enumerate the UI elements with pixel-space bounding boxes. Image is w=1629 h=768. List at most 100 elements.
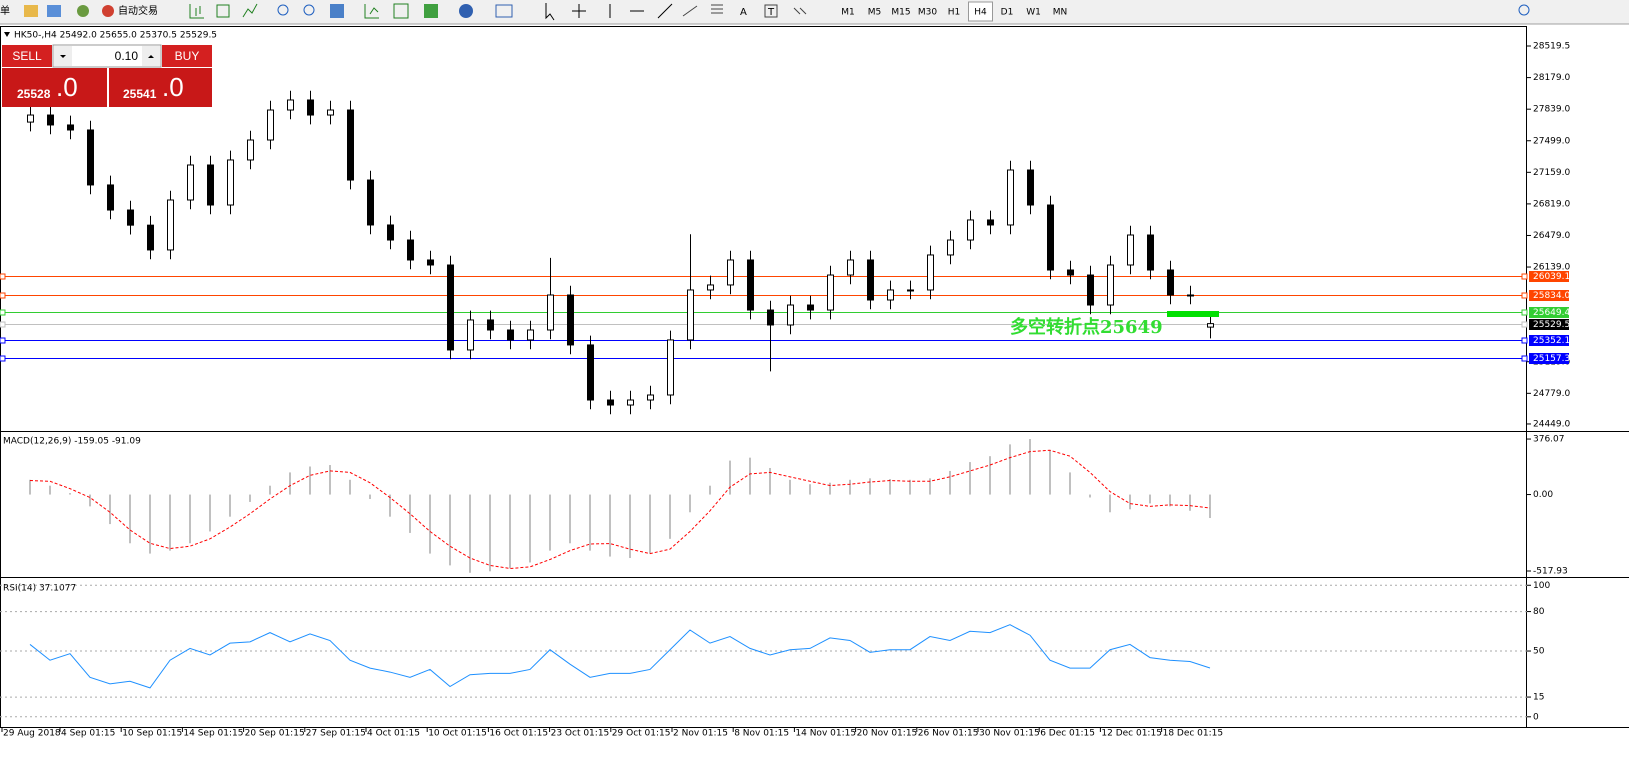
candle-body: [87, 129, 94, 186]
x-tick-label: 18 Dec 01:15: [1163, 729, 1224, 739]
y-tick-label: 50: [1533, 647, 1545, 657]
crosshair-tool[interactable]: [572, 4, 586, 18]
x-tick-label: 26 Nov 01:15: [918, 729, 979, 739]
icon[interactable]: [364, 4, 379, 19]
text-tool[interactable]: A: [740, 7, 747, 18]
auto-trading-icon[interactable]: [102, 5, 114, 17]
level-handle[interactable]: [1521, 273, 1528, 280]
x-tick-label: 6 Dec 01:15: [1040, 729, 1095, 739]
annotation: 多空转折点25649: [1010, 316, 1163, 338]
timeframe[interactable]: H4: [974, 8, 987, 18]
icon[interactable]: [24, 5, 38, 17]
cursor-tool[interactable]: [545, 3, 555, 21]
level-handle[interactable]: [0, 309, 6, 316]
x-tick-label: 14 Nov 01:15: [795, 729, 856, 739]
ask-big[interactable]: 25541: [123, 87, 157, 101]
candle-body: [647, 394, 654, 401]
icon[interactable]: [459, 4, 473, 18]
bid-big[interactable]: 25528: [17, 87, 51, 101]
candle-body: [67, 124, 74, 131]
candle-body: [147, 224, 154, 251]
bid-box[interactable]: [2, 68, 107, 107]
icon[interactable]: [216, 4, 230, 18]
search[interactable]: [1518, 4, 1530, 16]
candle-body: [27, 114, 34, 123]
icon[interactable]: [47, 5, 61, 17]
candle-body: [687, 289, 694, 341]
candle-body: [807, 304, 814, 311]
timeframe[interactable]: W1: [1026, 8, 1041, 18]
level-handle[interactable]: [1521, 321, 1528, 328]
timeframe[interactable]: M1: [841, 8, 855, 18]
candle-body: [707, 284, 714, 291]
icon[interactable]: [495, 4, 513, 18]
level-handle[interactable]: [0, 337, 6, 344]
timeframe[interactable]: D1: [1001, 8, 1014, 18]
ask-box[interactable]: [109, 68, 212, 107]
line-tools[interactable]: [609, 3, 673, 19]
y-tick-label: 24449.0: [1533, 419, 1570, 429]
level-handle[interactable]: [1521, 292, 1528, 299]
menu-fragment[interactable]: 单: [0, 5, 10, 17]
y-tick-label: 26479.0: [1533, 231, 1570, 241]
icon[interactable]: [393, 3, 409, 19]
candle-body: [1027, 169, 1034, 206]
timeframe[interactable]: M30: [918, 8, 937, 18]
candle-body: [1087, 274, 1094, 306]
candle-body: [107, 184, 114, 211]
buy-button[interactable]: [162, 45, 212, 67]
level-label-bg: [1529, 353, 1569, 364]
icon[interactable]: [77, 5, 89, 17]
arrows-tool[interactable]: [793, 7, 807, 15]
timeframe[interactable]: M15: [891, 8, 910, 18]
candle-body: [327, 109, 334, 116]
y-tick-label: 27499.0: [1533, 136, 1570, 146]
icon[interactable]: [189, 4, 204, 19]
level-handle[interactable]: [1521, 309, 1528, 316]
auto-trading[interactable]: 自动交易: [118, 4, 158, 17]
candle-body: [827, 274, 834, 311]
sell-button[interactable]: [2, 45, 52, 67]
level-handle[interactable]: [0, 273, 6, 280]
candle-body: [947, 239, 954, 256]
zoom-in[interactable]: [277, 4, 289, 16]
x-tick-label: 4 Oct 01:15: [367, 729, 420, 739]
y-tick-label: 0.00: [1533, 490, 1553, 500]
lot-value[interactable]: 0.10: [115, 49, 139, 63]
candle-body: [1127, 234, 1134, 266]
line-tools[interactable]: [682, 4, 723, 17]
candle-body: [1107, 264, 1114, 306]
chart-title: HK50-,H4 25492.0 25655.0 25370.5 25529.5: [14, 31, 217, 41]
level-label-bg: [1529, 307, 1569, 318]
ask-small[interactable]: .0: [162, 72, 184, 102]
level-handle[interactable]: [1521, 355, 1528, 362]
y-tick-label: 376.07: [1533, 435, 1565, 445]
level-handle[interactable]: [0, 355, 6, 362]
macd-title: MACD(12,26,9) -159.05 -91.09: [3, 437, 141, 447]
timeframe[interactable]: M5: [868, 8, 882, 18]
candle-body: [607, 399, 614, 406]
sell-label[interactable]: SELL: [12, 49, 42, 63]
x-tick-label: 16 Oct 01:15: [489, 729, 548, 739]
level-label-bg: [1529, 271, 1569, 282]
candle-body: [507, 329, 514, 341]
candle-body: [467, 319, 474, 351]
level-handle[interactable]: [0, 321, 6, 328]
icon[interactable]: [330, 4, 344, 18]
icon[interactable]: [424, 4, 438, 18]
lot-box[interactable]: [52, 44, 162, 68]
timeframe[interactable]: H1: [948, 8, 961, 18]
label-tool-text[interactable]: T: [767, 7, 775, 18]
toolbar-bg: [0, 0, 1629, 24]
candle-body: [527, 329, 534, 341]
level-handle[interactable]: [0, 292, 6, 299]
label-tool[interactable]: [764, 4, 778, 18]
buy-label[interactable]: BUY: [175, 49, 200, 63]
zoom-out[interactable]: [303, 4, 315, 16]
timeframe[interactable]: MN: [1053, 8, 1068, 18]
icon[interactable]: [242, 3, 258, 18]
level-handle[interactable]: [1521, 337, 1528, 344]
candle-body: [227, 159, 234, 206]
bid-small[interactable]: .0: [56, 72, 78, 102]
